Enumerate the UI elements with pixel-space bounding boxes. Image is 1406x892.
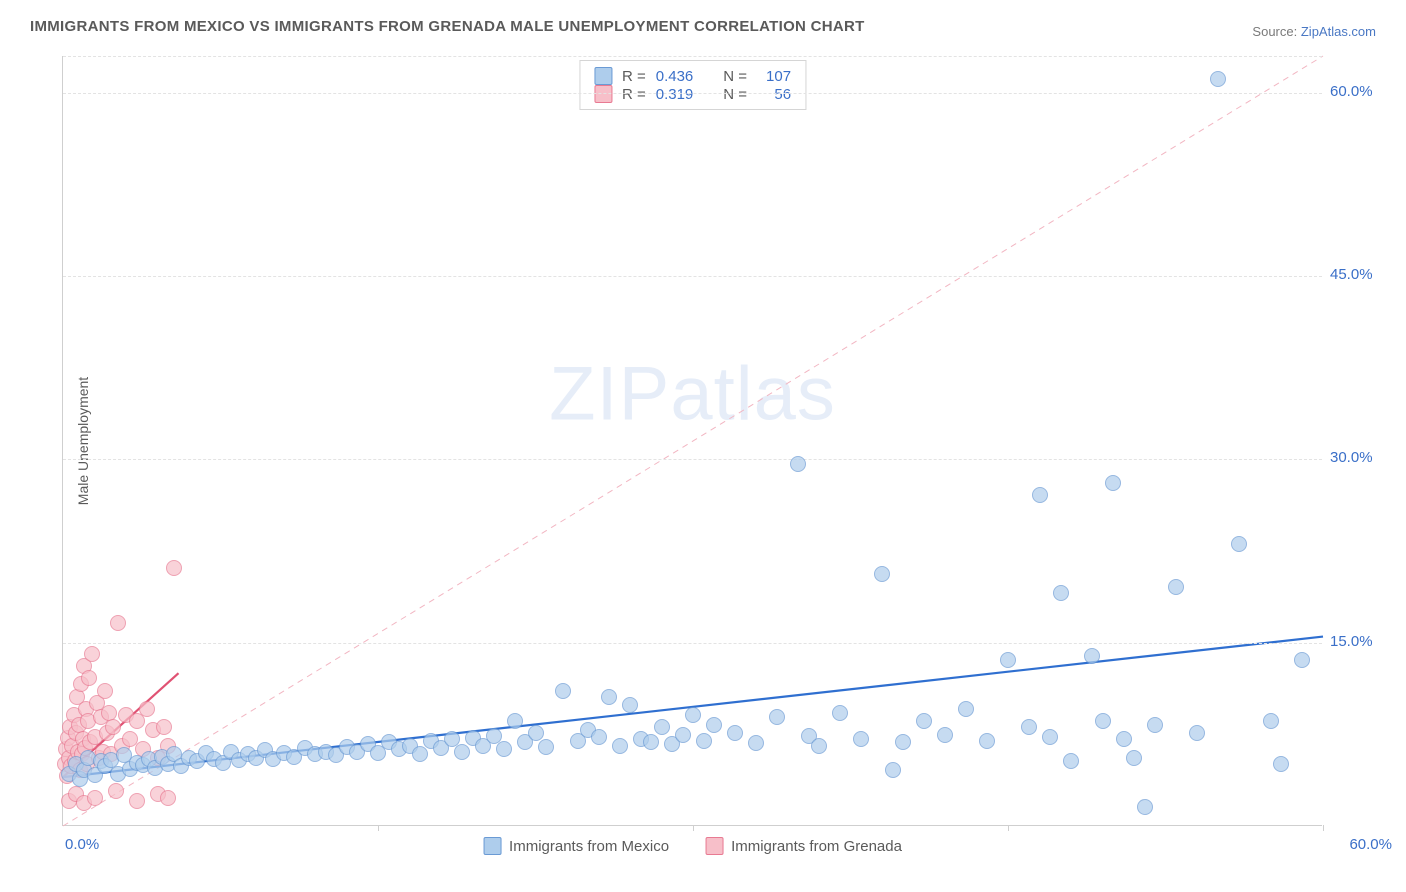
data-point [769, 709, 785, 725]
data-point [538, 739, 554, 755]
legend-swatch [705, 837, 723, 855]
data-point [97, 683, 113, 699]
data-point [1084, 648, 1100, 664]
data-point [1032, 487, 1048, 503]
data-point [916, 713, 932, 729]
data-point [895, 734, 911, 750]
data-point [555, 683, 571, 699]
data-point [1231, 536, 1247, 552]
data-point [790, 456, 806, 472]
legend-n-value: 56 [757, 86, 791, 103]
data-point [1105, 475, 1121, 491]
data-point [874, 566, 890, 582]
data-point [1137, 799, 1153, 815]
y-tick-label: 15.0% [1330, 633, 1394, 650]
data-point [748, 735, 764, 751]
data-point [601, 689, 617, 705]
data-point [1063, 753, 1079, 769]
data-point [1116, 731, 1132, 747]
legend-swatch [594, 67, 612, 85]
data-point [853, 731, 869, 747]
data-point [654, 719, 670, 735]
data-point [1273, 756, 1289, 772]
gridline [63, 459, 1322, 460]
legend-r-value: 0.319 [656, 86, 694, 103]
legend-n-value: 107 [757, 68, 791, 85]
y-tick-label: 45.0% [1330, 266, 1394, 283]
data-point [87, 790, 103, 806]
data-point [166, 560, 182, 576]
chart-title: IMMIGRANTS FROM MEXICO VS IMMIGRANTS FRO… [30, 18, 865, 35]
y-tick-label: 60.0% [1330, 83, 1394, 100]
data-point [160, 790, 176, 806]
legend-series-label: Immigrants from Mexico [509, 838, 669, 855]
stats-legend: R = 0.436 N = 107 R = 0.319 N = 56 [579, 60, 806, 110]
data-point [696, 733, 712, 749]
x-tick-label: 0.0% [65, 836, 99, 853]
data-point [612, 738, 628, 754]
data-point [1263, 713, 1279, 729]
data-point [454, 744, 470, 760]
source-link[interactable]: ZipAtlas.com [1301, 24, 1376, 39]
data-point [496, 741, 512, 757]
legend-series-label: Immigrants from Grenada [731, 838, 902, 855]
data-point [811, 738, 827, 754]
data-point [1000, 652, 1016, 668]
legend-row: R = 0.436 N = 107 [594, 67, 791, 85]
x-tick-label: 60.0% [1349, 836, 1392, 853]
data-point [622, 697, 638, 713]
scatter-plot-area: Male Unemployment ZIPatlas R =0.436N =10… [62, 56, 1322, 826]
gridline [63, 93, 1322, 94]
y-tick-label: 30.0% [1330, 449, 1394, 466]
data-point [643, 734, 659, 750]
data-point [979, 733, 995, 749]
legend-swatch [594, 85, 612, 103]
data-point [685, 707, 701, 723]
data-point [110, 615, 126, 631]
data-point [507, 713, 523, 729]
data-point [1210, 71, 1226, 87]
data-point [108, 783, 124, 799]
gridline [63, 643, 1322, 644]
data-point [156, 719, 172, 735]
legend-item: Immigrants from Grenada [705, 837, 902, 855]
source-attribution: Source: ZipAtlas.com [1252, 24, 1376, 39]
data-point [412, 746, 428, 762]
data-point [1294, 652, 1310, 668]
data-point [1189, 725, 1205, 741]
data-point [1042, 729, 1058, 745]
data-point [937, 727, 953, 743]
legend-swatch [483, 837, 501, 855]
legend-item: Immigrants from Mexico [483, 837, 669, 855]
source-label: Source: [1252, 24, 1297, 39]
data-point [1168, 579, 1184, 595]
legend-n-label: N = [723, 68, 747, 85]
legend-row: R = 0.319 N = 56 [594, 85, 791, 103]
data-point [81, 670, 97, 686]
data-point [1126, 750, 1142, 766]
data-point [727, 725, 743, 741]
gridline [63, 276, 1322, 277]
data-point [139, 701, 155, 717]
legend-r-label: R = [622, 68, 646, 85]
data-point [101, 705, 117, 721]
data-point [885, 762, 901, 778]
data-point [1053, 585, 1069, 601]
legend-n-label: N = [723, 86, 747, 103]
legend-r-label: R = [622, 86, 646, 103]
data-point [958, 701, 974, 717]
data-point [105, 719, 121, 735]
series-legend: Immigrants from Mexico Immigrants from Gr… [483, 837, 902, 855]
data-point [1021, 719, 1037, 735]
data-point [1095, 713, 1111, 729]
data-point [675, 727, 691, 743]
data-point [129, 793, 145, 809]
legend-r-value: 0.436 [656, 68, 694, 85]
data-point [706, 717, 722, 733]
data-point [1147, 717, 1163, 733]
data-point [832, 705, 848, 721]
data-point [591, 729, 607, 745]
data-point [84, 646, 100, 662]
